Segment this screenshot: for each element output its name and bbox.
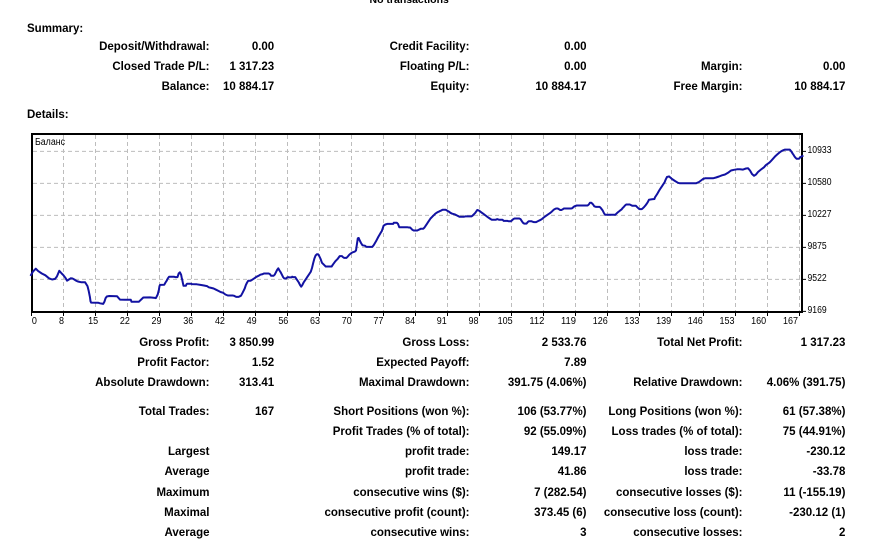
svg-text:15: 15 (88, 316, 98, 327)
svg-text:105: 105 (498, 316, 513, 327)
svg-text:42: 42 (215, 316, 225, 327)
svg-text:10933: 10933 (808, 145, 832, 156)
svg-text:22: 22 (120, 316, 130, 327)
svg-text:29: 29 (152, 316, 162, 327)
svg-text:0: 0 (32, 316, 37, 327)
svg-text:84: 84 (405, 316, 415, 327)
svg-text:49: 49 (247, 316, 257, 327)
svg-text:160: 160 (751, 316, 766, 327)
svg-text:Баланс: Баланс (35, 137, 65, 148)
svg-text:153: 153 (719, 316, 734, 327)
svg-text:139: 139 (656, 316, 671, 327)
svg-text:8: 8 (59, 316, 64, 327)
svg-text:77: 77 (373, 316, 383, 327)
svg-text:56: 56 (278, 316, 288, 327)
svg-text:91: 91 (437, 316, 447, 327)
svg-text:126: 126 (593, 316, 608, 327)
svg-text:133: 133 (624, 316, 639, 327)
svg-text:36: 36 (183, 316, 193, 327)
svg-text:146: 146 (688, 316, 703, 327)
svg-text:10227: 10227 (808, 209, 832, 220)
svg-text:9169: 9169 (808, 305, 828, 316)
svg-text:119: 119 (561, 316, 576, 327)
svg-text:98: 98 (468, 316, 478, 327)
svg-text:70: 70 (342, 316, 352, 327)
svg-text:112: 112 (529, 316, 544, 327)
svg-text:10580: 10580 (808, 177, 832, 188)
svg-text:9522: 9522 (808, 273, 828, 284)
svg-text:167: 167 (783, 316, 798, 327)
svg-text:9875: 9875 (808, 241, 828, 252)
svg-text:63: 63 (310, 316, 320, 327)
